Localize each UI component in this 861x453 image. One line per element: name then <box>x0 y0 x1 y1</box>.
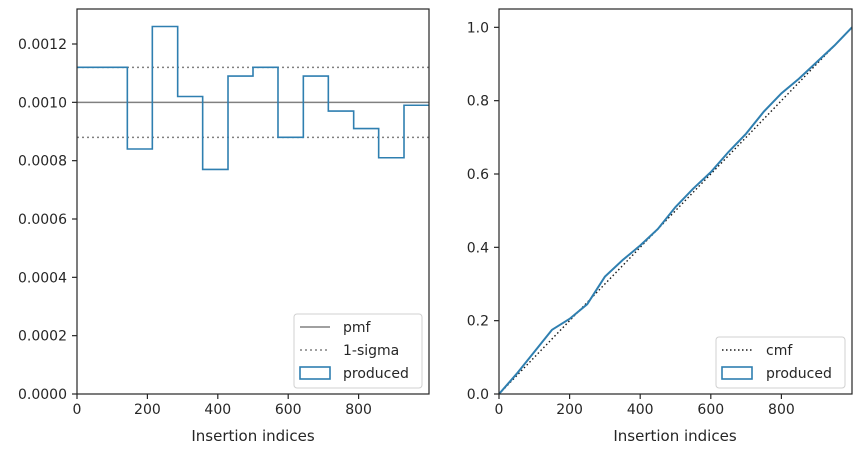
right-axes-frame <box>498 8 853 395</box>
right-x-tick-label-3: 600 <box>697 402 724 418</box>
legend-sigma-label: 1-sigma <box>343 343 399 359</box>
right-y-tick-label-3: 0.6 <box>467 167 489 183</box>
right-y-tick-label-5: 1.0 <box>467 20 489 36</box>
left-x-tick-label-2: 400 <box>204 402 231 418</box>
left-produced-histogram <box>77 25 429 171</box>
left-x-tick-label-0: 0 <box>73 402 82 418</box>
legend-produced-label: produced <box>343 366 409 382</box>
left-y-tick-label-4: 0.0008 <box>18 154 67 170</box>
left-panel: 0 200 400 600 800 0.00000.00020.00040.00060.… <box>18 8 430 445</box>
right-x-tick-label-4: 800 <box>768 402 795 418</box>
legend-pmf-label: pmf <box>343 320 372 336</box>
left-y-tick-label-1: 0.0002 <box>18 329 67 345</box>
right-legend-box <box>715 336 846 389</box>
left-legend-box <box>293 313 423 389</box>
left-x-tick-label-4: 800 <box>345 402 372 418</box>
right-x-tick-label-1: 200 <box>556 402 583 418</box>
right-y-tick-label-0: 0.0 <box>467 387 489 403</box>
left-x-tick-label-1: 200 <box>134 402 161 418</box>
left-x-ticks: 0 200 400 600 800 <box>73 394 372 418</box>
left-axes-frame <box>76 8 430 395</box>
left-y-ticks: 0.0000 0.0002 0.0004 0.0006 0.0008 0.0010 0.00… <box>18 37 77 403</box>
right-x-tick-label-2: 400 <box>627 402 654 418</box>
left-x-axis-label: Insertion indices <box>191 427 314 445</box>
left-y-tick-label-3: 0.0006 <box>18 212 67 228</box>
right-x-tick-label-0: 0 <box>495 402 504 418</box>
legend-produced-handle-right <box>721 366 753 380</box>
left-y-tick-label-6: 0.0012 <box>18 37 67 53</box>
right-y-tick-label-4: 0.8 <box>467 94 489 110</box>
left-y-tick-label-2: 0.0004 <box>18 270 67 286</box>
right-y-tick-label-1: 0.2 <box>467 314 489 330</box>
legend-produced-handle <box>299 366 331 380</box>
right-cmf-line <box>498 26 853 395</box>
left-y-tick-label-5: 0.0010 <box>18 95 67 111</box>
left-x-tick-label-3: 600 <box>275 402 302 418</box>
right-legend: cmf produced <box>715 336 846 389</box>
right-panel: 0 200 400 600 800 0.0 0.2 0.4 0.6 0.8 1.0 Inserti… <box>467 8 853 445</box>
right-produced-line <box>498 26 853 395</box>
right-y-tick-label-2: 0.4 <box>467 240 489 256</box>
legend-produced-label-right: produced <box>766 366 832 382</box>
right-x-ticks: 0 200 400 600 800 <box>495 394 795 418</box>
right-y-ticks: 0.0 0.2 0.4 0.6 0.8 1.0 <box>467 20 499 403</box>
legend-cmf-label: cmf <box>766 343 793 359</box>
left-y-tick-label-0: 0.0000 <box>18 387 67 403</box>
right-x-axis-label: Insertion indices <box>613 427 736 445</box>
left-legend: pmf 1-sigma produced <box>293 313 423 389</box>
